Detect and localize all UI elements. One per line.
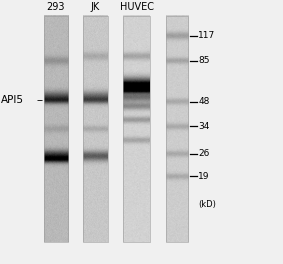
Text: --: -- bbox=[37, 96, 44, 105]
Bar bbox=[123, 16, 150, 242]
Text: 34: 34 bbox=[198, 122, 209, 131]
Bar bbox=[44, 16, 68, 242]
Bar bbox=[166, 16, 188, 242]
Text: 85: 85 bbox=[198, 56, 210, 65]
Text: HUVEC: HUVEC bbox=[119, 2, 154, 12]
Text: 26: 26 bbox=[198, 149, 209, 158]
Text: API5: API5 bbox=[1, 96, 24, 105]
Text: 48: 48 bbox=[198, 97, 209, 106]
Text: 293: 293 bbox=[47, 2, 65, 12]
Bar bbox=[83, 16, 108, 242]
Text: JK: JK bbox=[91, 2, 100, 12]
Text: (kD): (kD) bbox=[198, 200, 216, 209]
Text: 117: 117 bbox=[198, 31, 215, 40]
Text: 19: 19 bbox=[198, 172, 210, 181]
